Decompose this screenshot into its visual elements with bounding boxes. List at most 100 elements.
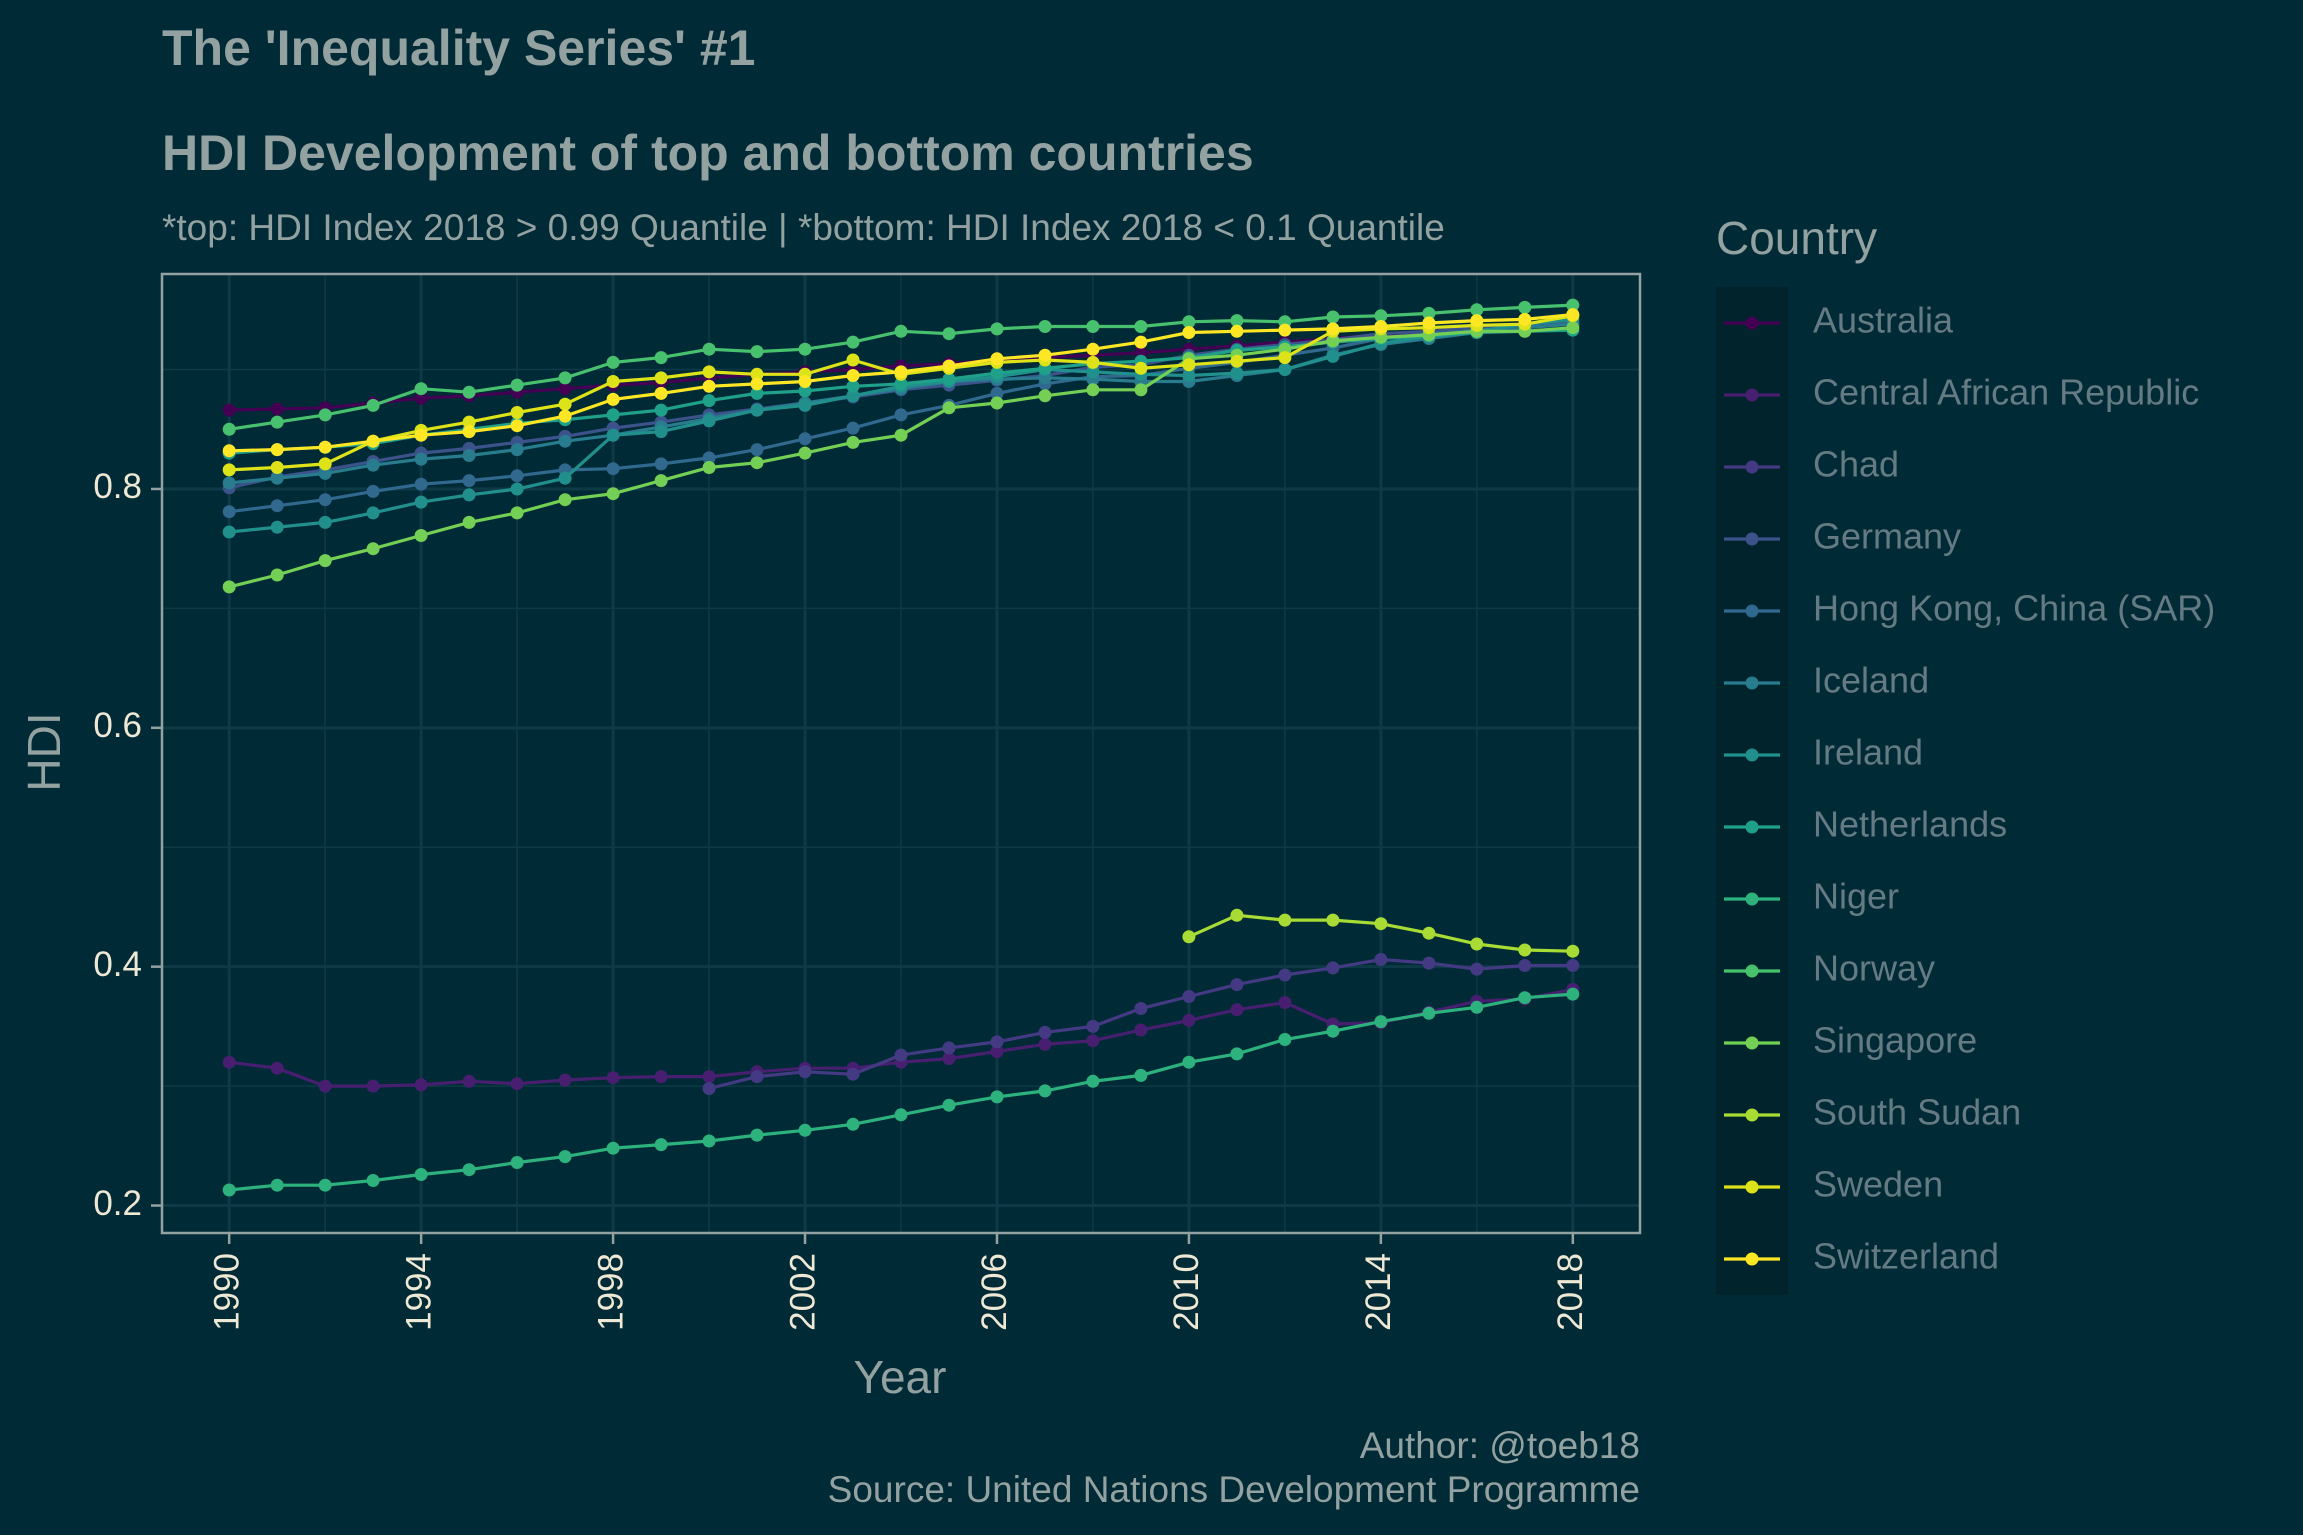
data-point [1566,308,1580,322]
data-point [1134,361,1148,375]
data-point [606,375,620,388]
data-point [846,335,860,349]
data-point [750,1128,764,1142]
x-tick-label: 1990 [207,1253,246,1331]
data-point [462,415,476,429]
data-point [942,1041,956,1055]
data-point [846,389,860,403]
data-point [606,392,620,406]
data-point [318,1178,332,1192]
data-point [462,385,476,399]
data-point [654,457,668,471]
data-point [462,449,476,462]
data-point [1422,316,1436,330]
data-point [990,1045,1004,1058]
x-tick-label: 1998 [591,1253,630,1331]
data-point [1470,303,1484,317]
data-point [942,359,956,373]
data-point [1470,937,1484,951]
data-point [1518,991,1532,1005]
legend-key-point [1745,676,1759,690]
data-point [942,1098,956,1112]
data-point [1086,320,1100,333]
data-point [1326,334,1340,348]
data-point [1086,1034,1100,1048]
data-point [798,446,812,460]
data-point [1230,978,1244,992]
series-10 [222,321,1580,594]
data-point [510,443,524,457]
data-point [414,382,428,396]
data-point [1230,908,1244,922]
data-point [1134,1068,1148,1082]
legend-item: Niger [1724,876,1899,917]
data-point [1326,1024,1340,1038]
legend: Country Australia Central African Republi… [1716,212,2215,1295]
data-point [606,408,620,422]
data-point [1422,926,1436,940]
x-tick-label: 2002 [783,1253,822,1331]
data-point [798,1123,812,1137]
data-point [270,1061,284,1075]
data-point [222,505,236,519]
data-point [510,1156,524,1169]
data-point [1470,314,1484,328]
data-point [510,1077,524,1091]
data-point [942,401,956,415]
data-point [1326,913,1340,927]
data-point [654,474,668,488]
data-point [606,462,620,476]
data-point [270,471,284,485]
chart-subtitle: HDI Development of top and bottom countr… [162,125,1254,181]
grid-lines [162,274,1640,1233]
data-point [366,458,380,472]
data-point [942,372,956,386]
data-point [1278,968,1292,982]
data-point [990,396,1004,410]
data-point [1038,389,1052,403]
data-point [510,469,524,483]
data-point [606,487,620,501]
data-point [222,580,236,594]
legend-label: Australia [1813,300,1954,341]
data-point [1230,324,1244,338]
data-point [366,1079,380,1093]
data-point [750,456,764,470]
legend-label: South Sudan [1813,1092,2021,1133]
legend-item: Central African Republic [1724,372,2199,413]
data-point [558,1073,572,1087]
data-point [1134,1002,1148,1015]
data-point [1134,1023,1148,1037]
legend-label: Niger [1813,876,1899,917]
series-13 [222,308,1580,458]
legend-label: Norway [1813,948,1935,989]
data-point [798,432,812,446]
data-point [270,568,284,582]
data-point [366,506,380,520]
data-point [558,471,572,485]
x-tick-label: 2014 [1359,1253,1398,1331]
data-point [798,384,812,398]
data-point [1470,962,1484,976]
data-point [1182,1055,1196,1069]
data-point [1038,1037,1052,1051]
data-point [702,379,716,393]
legend-label: Netherlands [1813,804,2007,845]
legend-item: Norway [1724,948,1935,989]
data-point [414,529,428,542]
panel-border [160,272,1642,1235]
legend-key-point [1745,820,1759,834]
data-point [1230,314,1244,328]
data-point [414,1078,428,1092]
data-point [1230,1003,1244,1017]
legend-label: Germany [1813,516,1961,557]
data-point [1038,348,1052,362]
legend-key-point [1745,1180,1759,1194]
data-point [1374,309,1388,323]
data-point [366,1174,380,1187]
data-point [1182,369,1196,382]
data-point [1182,930,1196,944]
legend-item: Germany [1724,516,1961,557]
data-point [894,1108,908,1122]
data-point [270,415,284,429]
